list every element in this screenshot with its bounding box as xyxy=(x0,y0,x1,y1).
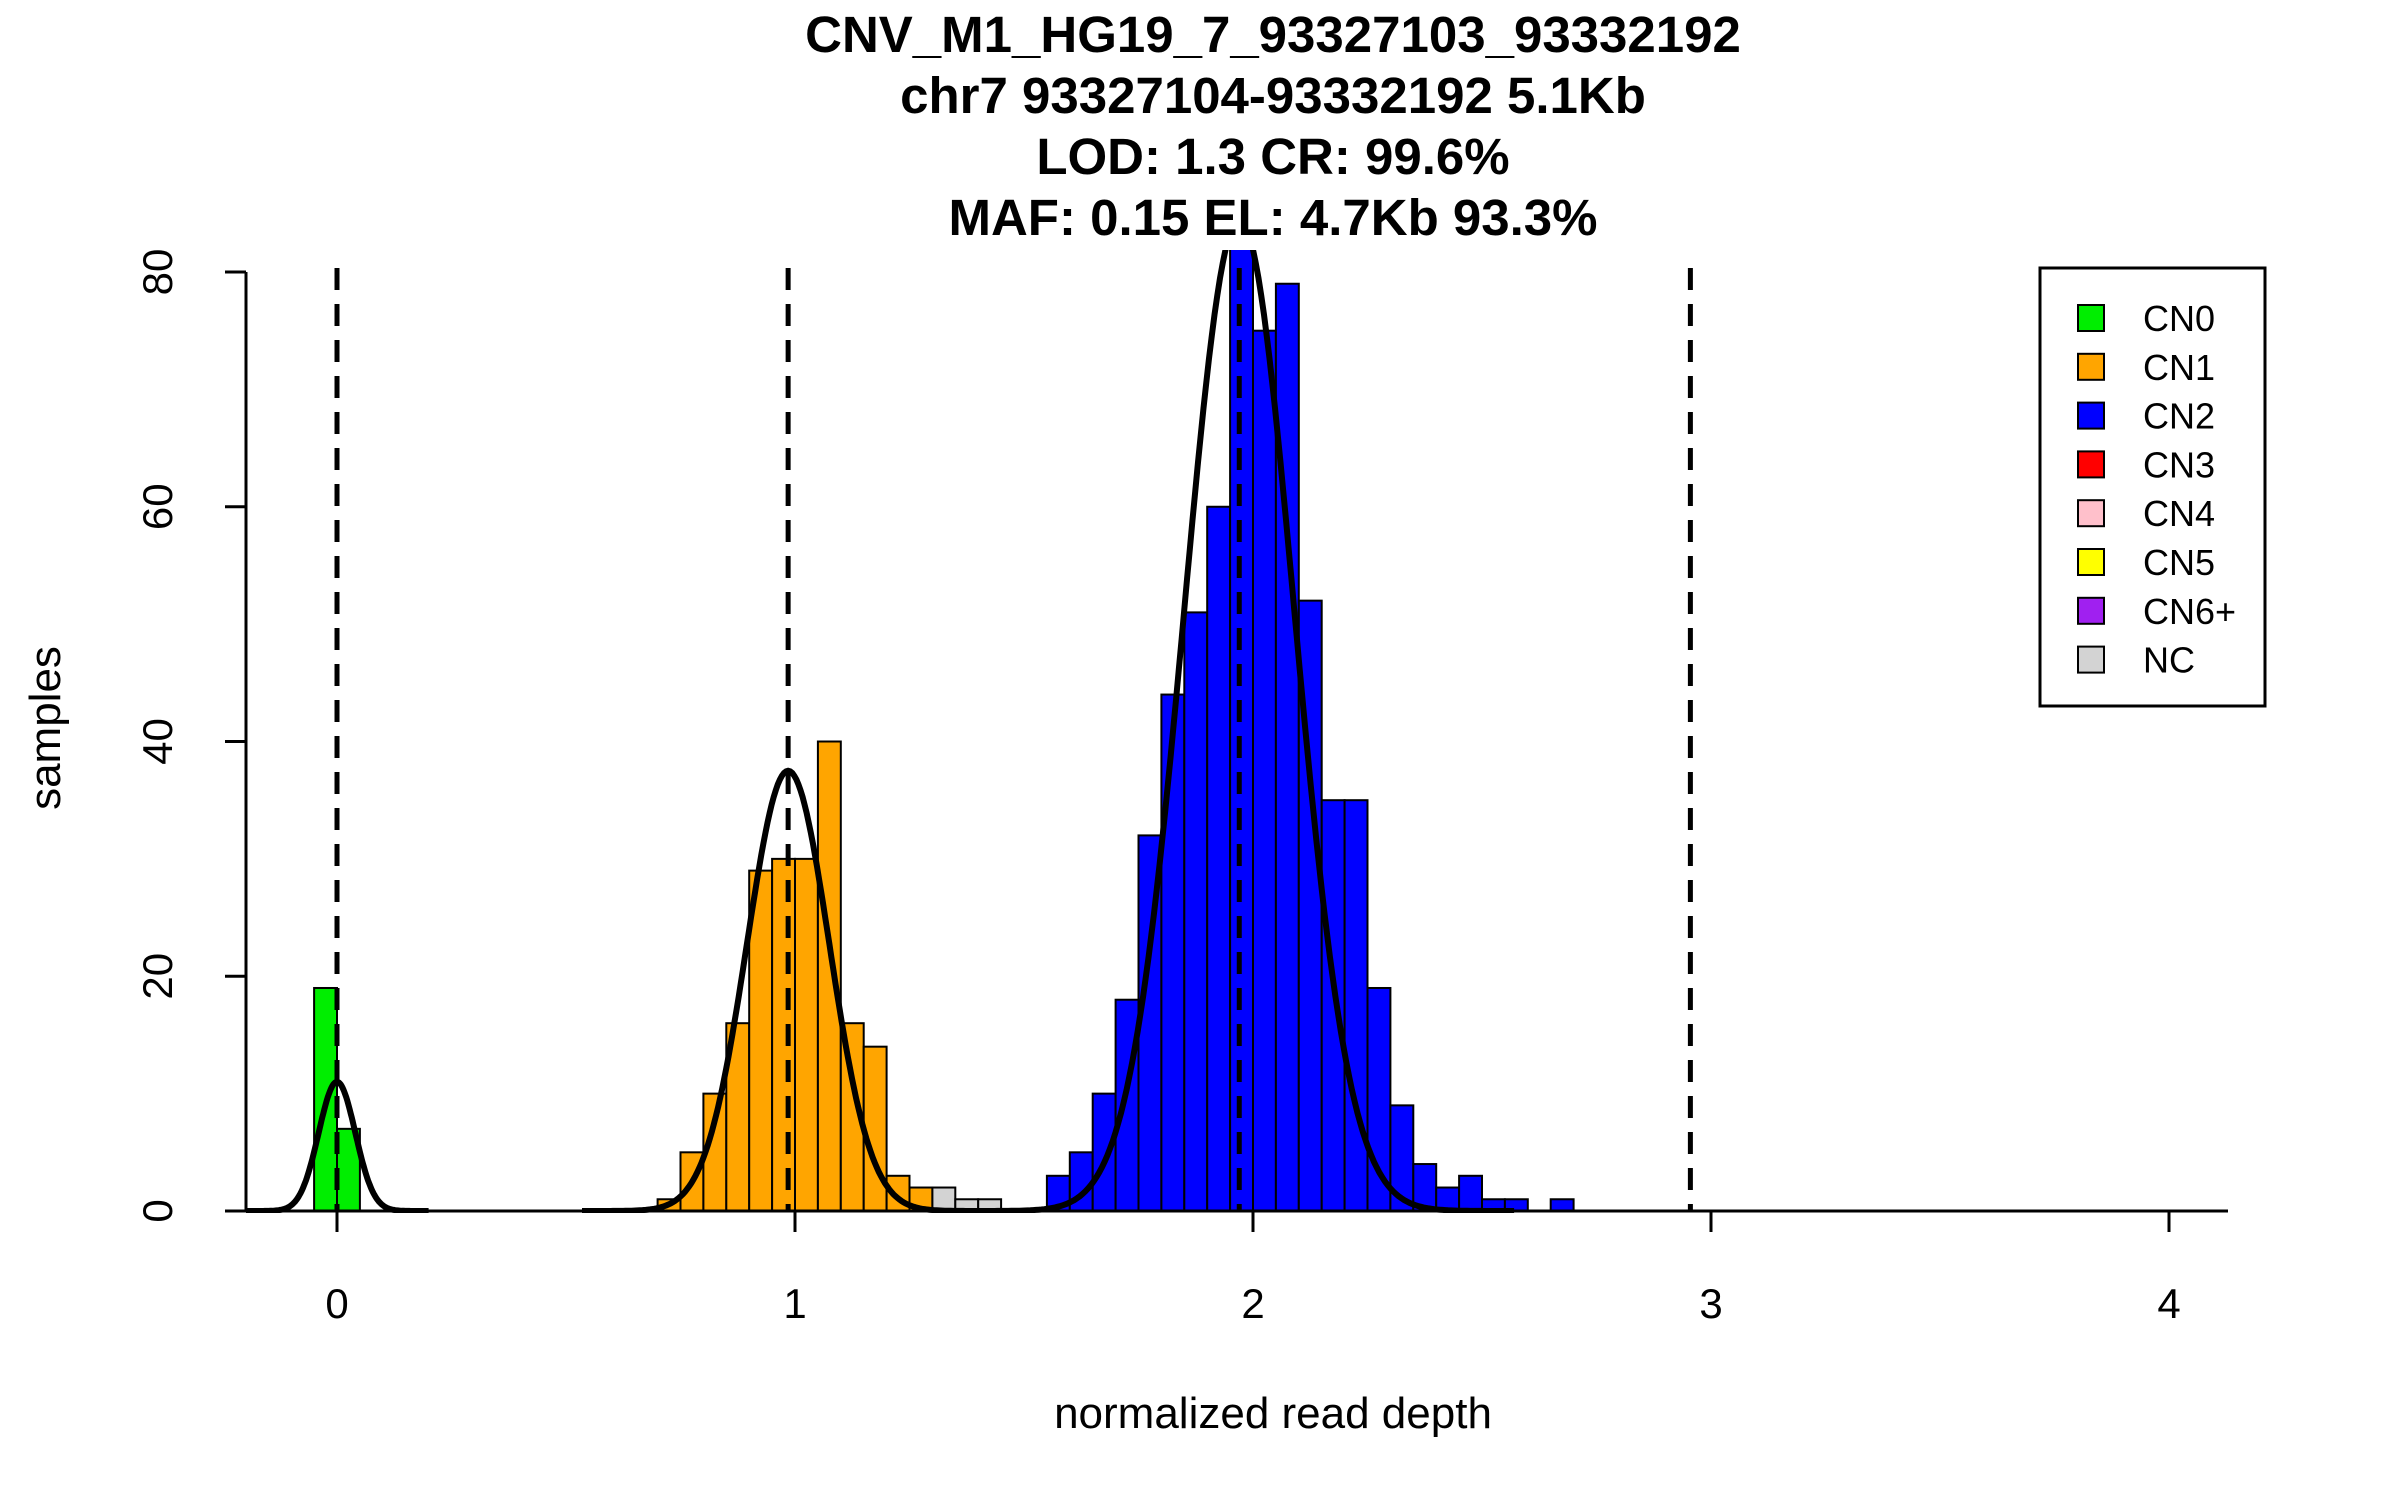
legend-label-cn4: CN4 xyxy=(2143,493,2215,534)
x-axis: 0 1 2 3 4 xyxy=(245,1209,2228,1327)
legend-swatch-cn2 xyxy=(2077,401,2105,430)
histogram-bar-cn2 xyxy=(1252,329,1277,1212)
x-tick-label: 4 xyxy=(2157,1280,2180,1327)
legend-swatch-cn5 xyxy=(2077,548,2105,576)
title-line-4: MAF: 0.15 EL: 4.7Kb 93.3% xyxy=(948,189,1597,246)
density-curve-2 xyxy=(582,767,995,1213)
legend-swatch-nc xyxy=(2077,645,2105,674)
histogram-bar-cn2 xyxy=(1320,799,1346,1212)
histogram-bar-cn1 xyxy=(771,857,796,1212)
x-axis-label: normalized read depth xyxy=(1054,1389,1492,1438)
y-tick-label: 0 xyxy=(134,1199,181,1222)
legend-swatch-cn4 xyxy=(2077,499,2105,528)
histogram-bars xyxy=(313,250,1575,1213)
y-tick-label: 20 xyxy=(134,953,181,1000)
y-tick-label: 80 xyxy=(134,249,181,296)
y-axis: 0 20 40 60 80 xyxy=(134,249,248,1223)
histogram-bar-cn2 xyxy=(1160,693,1186,1212)
legend-label-cn1: CN1 xyxy=(2143,347,2215,388)
histogram-bar-cn2 xyxy=(1458,1174,1483,1212)
histogram-bar-cn2 xyxy=(1183,611,1209,1212)
density-curve-3 xyxy=(964,250,1515,1213)
y-tick-label: 60 xyxy=(134,483,181,530)
legend-box xyxy=(2038,266,2267,708)
histogram-bar-cn1 xyxy=(794,857,819,1212)
histogram-bar-cn2 xyxy=(1091,1092,1117,1212)
title-line-3: LOD: 1.3 CR: 99.6% xyxy=(1036,128,1509,185)
title-line-2: chr7 93327104-93332192 5.1Kb xyxy=(900,67,1646,124)
histogram-bar-cn2 xyxy=(1206,505,1232,1212)
threshold-lines xyxy=(334,268,1693,1211)
legend-swatch-cn6plus xyxy=(2077,596,2105,625)
histogram-bar-cn2 xyxy=(1343,799,1369,1212)
legend-label-nc: NC xyxy=(2143,640,2195,681)
legend-label-cn5: CN5 xyxy=(2143,542,2215,583)
y-axis-label: samples xyxy=(21,646,70,810)
legend-label-cn0: CN0 xyxy=(2143,298,2215,339)
legend: CN0 CN1 CN2 CN3 CN4 CN5 CN6+ NC xyxy=(2038,266,2267,708)
x-tick-label: 0 xyxy=(325,1280,348,1327)
chart-title: CNV_M1_HG19_7_93327103_93332192 chr7 933… xyxy=(805,6,1741,246)
x-tick-label: 1 xyxy=(783,1280,806,1327)
x-tick-label: 3 xyxy=(1699,1280,1722,1327)
y-tick-label: 40 xyxy=(134,718,181,765)
histogram-bar-cn1 xyxy=(862,1045,888,1213)
histogram-bar-cn2 xyxy=(1549,1198,1575,1212)
legend-label-cn3: CN3 xyxy=(2143,444,2215,485)
x-tick-label: 2 xyxy=(1241,1280,1264,1327)
legend-swatch-cn3 xyxy=(2077,450,2105,479)
legend-label-cn6plus: CN6+ xyxy=(2143,591,2236,632)
legend-swatch-cn0 xyxy=(2077,304,2105,332)
legend-swatch-cn1 xyxy=(2077,352,2105,381)
title-line-1: CNV_M1_HG19_7_93327103_93332192 xyxy=(805,6,1741,63)
legend-label-cn2: CN2 xyxy=(2143,396,2215,437)
